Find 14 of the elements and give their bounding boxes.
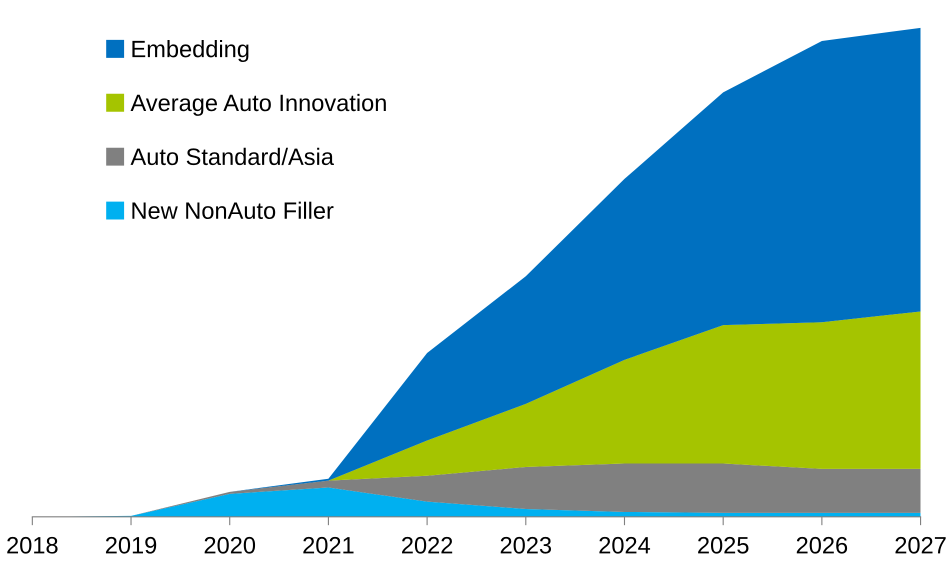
x-tick-label: 2026: [796, 536, 848, 554]
legend-label: New NonAuto Filler: [132, 202, 334, 220]
x-tick-label: 2020: [204, 536, 256, 554]
x-tick-label: 2027: [895, 536, 946, 554]
x-tick-label: 2022: [402, 536, 452, 554]
x-tick-label: 2025: [698, 536, 748, 554]
x-tick-label: 2023: [500, 536, 552, 554]
x-tick-label: 2019: [106, 536, 156, 554]
x-tick-label: 2024: [599, 536, 650, 554]
x-tick-label: 2018: [7, 536, 58, 554]
legend-label: Auto Standard/Asia: [130, 148, 334, 166]
x-tick-label: 2021: [303, 536, 354, 554]
legend-label: Embedding: [132, 40, 248, 62]
legend-label: Average Auto Innovation: [130, 94, 386, 116]
